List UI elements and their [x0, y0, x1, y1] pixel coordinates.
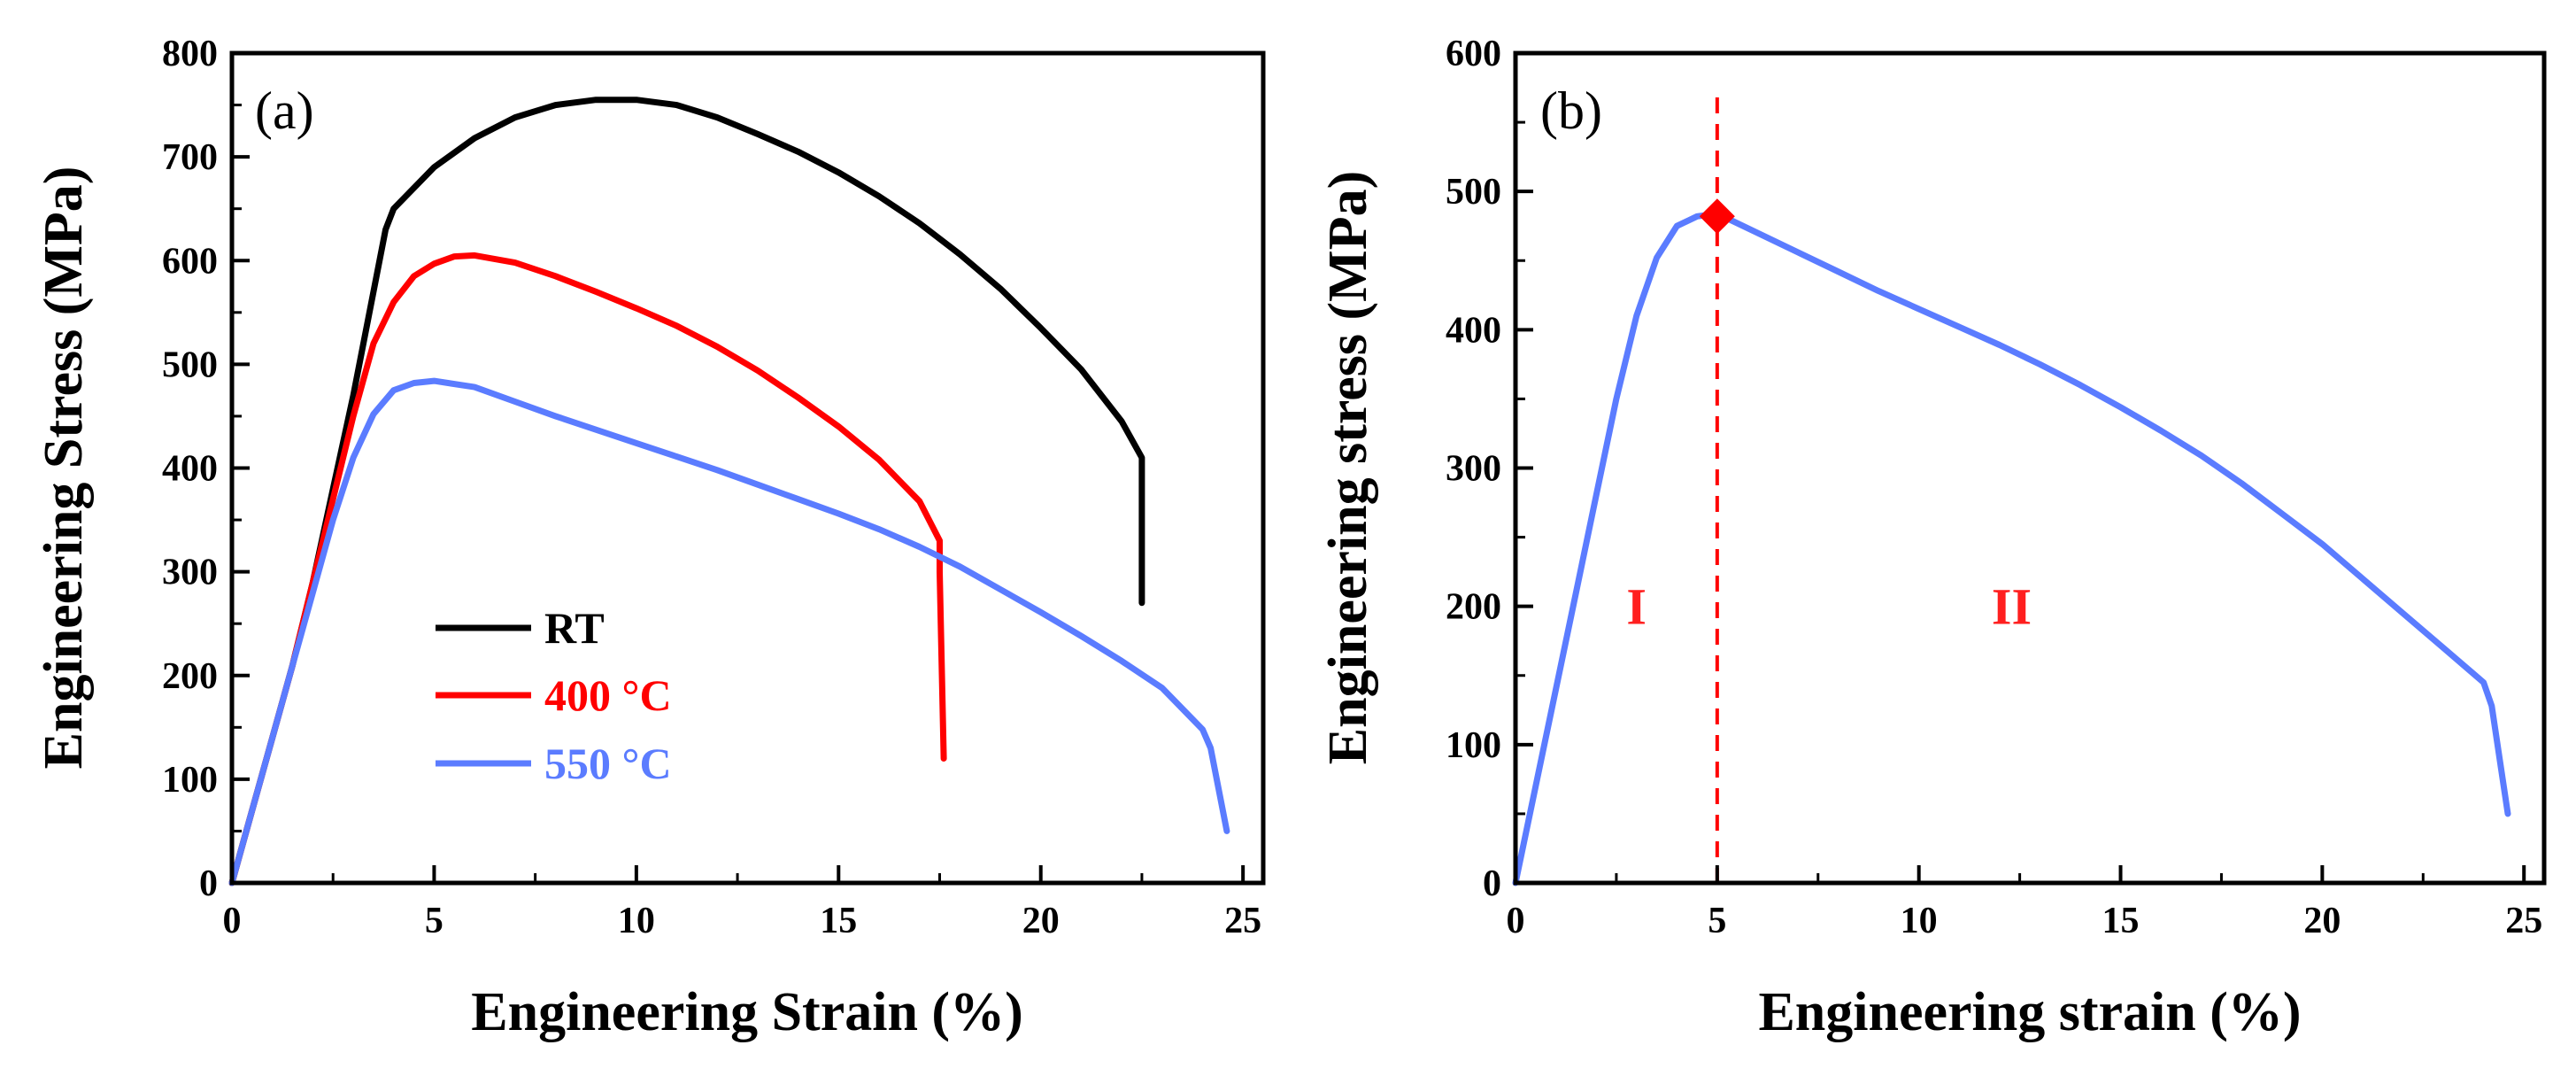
panel-b-region-label: I: [1626, 578, 1647, 636]
panel-a-x-tick-label: 25: [1224, 901, 1261, 941]
panel-b-series-550-c: [1512, 210, 2511, 886]
panel-a-x-tick-label: 15: [820, 901, 857, 941]
panel-a-y-tick-label: 100: [162, 760, 218, 801]
panel-b-y-tick-label: 300: [1446, 449, 1501, 490]
panel-a-x-tick-label: 10: [618, 901, 655, 941]
panel-a-y-tick-label: 800: [162, 34, 218, 74]
panel-b-x-tick-label: 25: [2505, 901, 2542, 941]
panel-b-x-axis-title: Engineering strain (%): [1758, 982, 2301, 1042]
panel-a-ticks: 0 5 10 15 20 25 0 100 200 300 400 500 600 700 800: [162, 34, 1261, 941]
panel-b-y-tick-label: 0: [1483, 863, 1501, 904]
panel-b-y-tick-label: 600: [1446, 34, 1501, 74]
panel-b-x-tick-label: 20: [2303, 901, 2341, 941]
panel-a-frame: [229, 50, 1266, 886]
legend-label-550c: 550 °C: [544, 739, 672, 788]
panel-a-y-tick-label: 300: [162, 553, 218, 593]
panel-b-y-axis-title: Engineering stress (MPa): [1318, 171, 1378, 764]
panel-a-y-tick-label: 500: [162, 344, 218, 385]
panel-a-x-tick-label: 5: [425, 901, 443, 941]
panel-b-region-label: II: [1992, 578, 2032, 636]
panel-a-x-tick-label: 20: [1022, 901, 1060, 941]
legend-label-rt: RT: [544, 603, 605, 653]
panel-b-x-tick-label: 0: [1507, 901, 1525, 941]
panel-b-y-tick-label: 100: [1446, 725, 1501, 766]
panel-b-x-tick-label: 10: [1901, 901, 1938, 941]
panel-a-legend: RT 400 °C 550 °C: [436, 603, 672, 788]
panel-a-y-tick-label: 400: [162, 449, 218, 490]
panel-a-curves: [228, 97, 1230, 886]
panel-b-x-tick-label: 5: [1708, 901, 1726, 941]
panel-b-y-tick-label: 500: [1446, 172, 1501, 213]
panel-a-y-tick-label: 200: [162, 656, 218, 697]
panel-b-peak-marker: [1699, 198, 1735, 235]
panel-b-frame: [1513, 50, 2547, 886]
panel-b-curves: I II: [1512, 97, 2511, 886]
panel-a-y-tick-label: 700: [162, 137, 218, 178]
panel-b-label: (b): [1540, 81, 1602, 140]
panel-a-y-tick-label: 600: [162, 241, 218, 282]
panel-a-series-400-c: [228, 252, 947, 886]
panel-a-y-tick-label: 0: [199, 863, 218, 904]
panel-b-y-tick-label: 400: [1446, 310, 1501, 351]
panel-a-x-tick-label: 0: [223, 901, 242, 941]
panel-b-x-tick-label: 15: [2102, 901, 2140, 941]
panel-b-ticks: 0 5 10 15 20 25 0 100 200 300 400 500 600: [1446, 34, 2542, 941]
panel-a-y-axis-title: Engineering Stress (MPa): [34, 166, 94, 770]
panel-a-x-axis-title: Engineering Strain (%): [471, 982, 1022, 1042]
panel-a-series-550-c: [228, 377, 1230, 886]
panel-a-series-rt: [228, 97, 1145, 886]
panel-b-y-tick-label: 200: [1446, 587, 1501, 628]
panel-a-label: (a): [255, 81, 314, 140]
legend-label-400c: 400 °C: [544, 670, 672, 720]
